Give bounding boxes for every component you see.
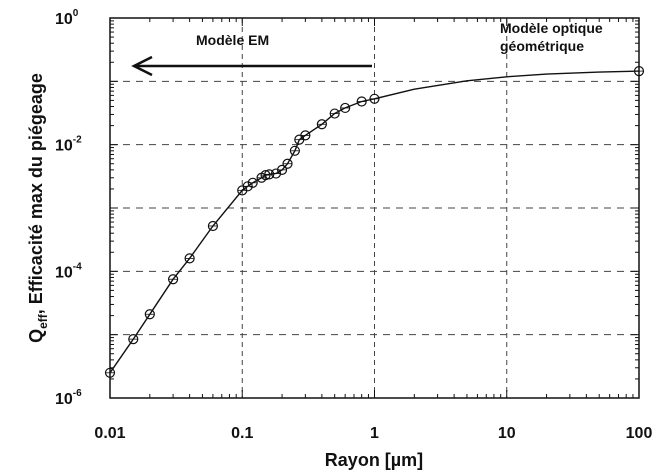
grid (110, 18, 639, 398)
optic-model-label-line1: Modèle optique (500, 20, 603, 36)
y-tick-label: 10-4 (55, 261, 82, 281)
x-tick-label: 1 (370, 425, 379, 442)
y-tick-label: 10-2 (55, 135, 82, 155)
x-tick-label: 0.1 (231, 425, 253, 442)
x-axis-title: Rayon [µm] (325, 450, 423, 470)
y-tick-label: 10-6 (55, 388, 82, 408)
y-tick-label-exponent: -6 (73, 388, 82, 399)
y-tick-label-base: 10 (55, 391, 73, 408)
y-axis-title-subscript: eff (36, 313, 50, 329)
x-tick-label: 100 (626, 425, 653, 442)
axis-ticks (109, 18, 639, 399)
y-tick-label-exponent: -2 (73, 135, 82, 146)
optic-model-annotation: Modèle optique géométrique (500, 20, 603, 54)
y-tick-label-base: 10 (55, 11, 73, 28)
y-axis-title-prefix: Q (26, 329, 46, 343)
y-tick-label-exponent: 0 (73, 8, 79, 19)
em-model-annotation: Modèle EM (131, 32, 372, 77)
em-model-arrow-head (131, 55, 153, 77)
y-axis-title: Qeff, Efficacité max du piégeage (26, 73, 50, 343)
x-tick-label: 10 (498, 425, 516, 442)
em-model-label: Modèle EM (196, 32, 269, 48)
y-tick-label-base: 10 (55, 264, 73, 281)
y-tick-label-base: 10 (55, 138, 73, 155)
series-layer (104, 66, 645, 378)
y-axis-title-rest: , Efficacité max du piégeage (26, 73, 46, 314)
y-tick-label-exponent: -4 (73, 261, 82, 272)
x-tick-label: 0.01 (94, 425, 125, 442)
y-tick-label: 100 (55, 8, 79, 28)
x-tick-labels: 0.01 0.1 1 10 100 (94, 425, 652, 442)
optic-model-label-line2: géométrique (500, 38, 584, 54)
